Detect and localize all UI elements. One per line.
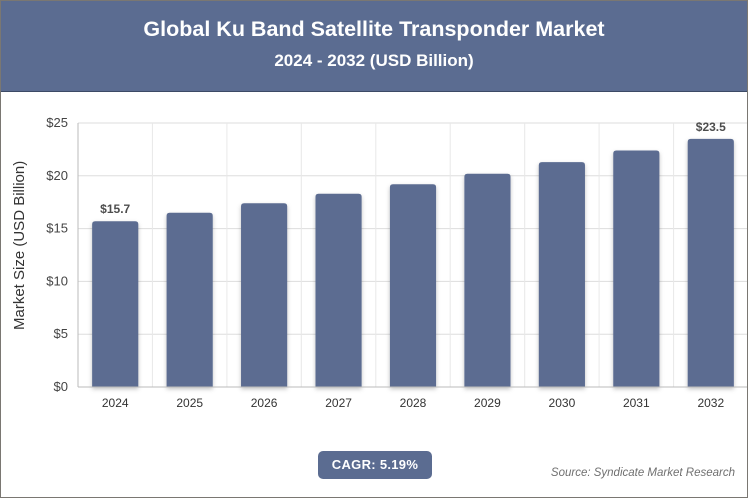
svg-text:2026: 2026	[251, 396, 278, 410]
svg-text:2028: 2028	[400, 396, 427, 410]
svg-text:2025: 2025	[176, 396, 203, 410]
svg-text:2031: 2031	[623, 396, 650, 410]
svg-text:$23.5: $23.5	[696, 120, 726, 134]
svg-text:2029: 2029	[474, 396, 501, 410]
svg-text:$15.7: $15.7	[100, 202, 130, 216]
svg-text:2024: 2024	[102, 396, 129, 410]
svg-text:$0: $0	[54, 379, 68, 394]
svg-text:$15: $15	[46, 221, 68, 236]
svg-text:2032: 2032	[697, 396, 724, 410]
svg-text:2030: 2030	[549, 396, 576, 410]
svg-text:$5: $5	[54, 326, 68, 341]
svg-text:$25: $25	[46, 115, 68, 130]
svg-text:2027: 2027	[325, 396, 352, 410]
svg-text:$20: $20	[46, 168, 68, 183]
svg-text:$10: $10	[46, 273, 68, 288]
